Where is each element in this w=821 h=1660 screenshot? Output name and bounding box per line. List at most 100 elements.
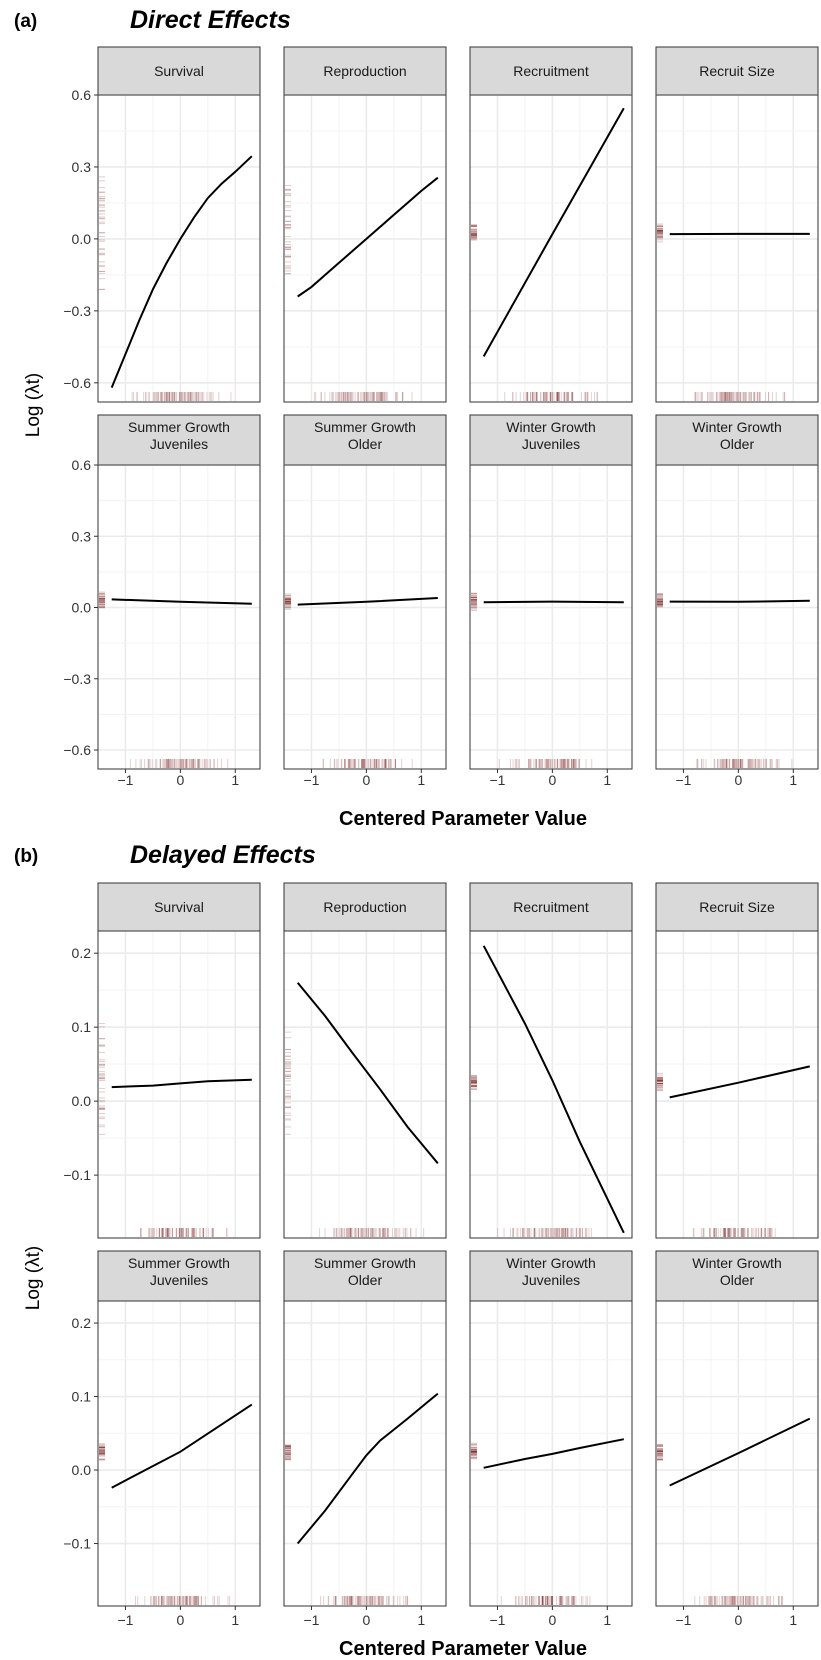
series-line — [669, 1417, 811, 1487]
facet-strip-label: Winter Growth — [692, 419, 781, 435]
series-line — [297, 176, 439, 298]
facet-strip — [97, 414, 261, 466]
facet-strip — [655, 46, 819, 96]
series-line — [482, 945, 625, 1234]
x-tick-label: 1 — [417, 1612, 425, 1628]
rug-marks — [99, 1023, 228, 1237]
facet-strip-label: Winter Growth — [506, 419, 595, 435]
panel-label-a: (a) — [14, 11, 37, 32]
panel-border — [655, 1300, 819, 1607]
facet-strip-label: Older — [720, 1272, 755, 1288]
series-line — [111, 598, 252, 605]
y-tick-label: 0.3 — [72, 528, 92, 544]
rug-marks — [657, 593, 793, 768]
facet-panel: Recruit Size — [655, 882, 819, 1239]
x-tick-label: −1 — [675, 772, 691, 788]
x-tick-label: 0 — [548, 772, 556, 788]
facet-strip-label: Recruitment — [513, 63, 589, 79]
facet-strip — [469, 882, 633, 932]
x-tick-label: 1 — [603, 1612, 611, 1628]
rug-marks — [471, 1075, 593, 1237]
x-tick-label: −1 — [675, 1612, 691, 1628]
y-tick-label: −0.1 — [63, 1536, 91, 1552]
series-line — [483, 600, 624, 604]
facet-strip-label: Summer Growth — [314, 1255, 416, 1271]
panel-border — [655, 464, 819, 770]
y-tick-label: −0.6 — [63, 375, 91, 391]
facet-strip-label: Older — [720, 436, 755, 452]
x-tick-label: −1 — [117, 772, 133, 788]
facet-strip — [655, 882, 819, 932]
facet-strip-label: Juveniles — [150, 1272, 208, 1288]
series-line — [297, 597, 438, 606]
y-tick-label: 0.1 — [72, 1389, 92, 1405]
facet-strip — [97, 882, 261, 932]
panel-label-b: (b) — [14, 846, 38, 867]
y-tick-label: −0.1 — [63, 1167, 91, 1183]
panel-border — [97, 464, 261, 770]
facet-panel: Recruitment — [469, 882, 633, 1239]
panel-border — [469, 930, 633, 1239]
facet-strip-label: Older — [348, 1272, 383, 1288]
x-tick-label: 1 — [603, 772, 611, 788]
facet-strip — [469, 46, 633, 96]
facet-strip-label: Summer Growth — [314, 419, 416, 435]
facet-strip-label: Summer Growth — [128, 1255, 230, 1271]
y-tick-label: 0.3 — [72, 159, 92, 175]
rug-marks — [99, 176, 232, 401]
facet-strip-label: Recruit Size — [699, 899, 775, 915]
series-line — [482, 107, 625, 357]
facet-strip-label: Recruit Size — [699, 63, 775, 79]
rug-marks — [657, 1444, 783, 1605]
facet-strip — [97, 1250, 261, 1302]
x-tick-label: 1 — [231, 1612, 239, 1628]
x-tick-label: −1 — [489, 772, 505, 788]
x-tick-label: 1 — [789, 772, 797, 788]
y-tick-label: 0.0 — [72, 1462, 92, 1478]
facet-strip-label: Reproduction — [323, 899, 406, 915]
facet-strip-label: Juveniles — [522, 436, 580, 452]
facet-panel: Recruitment — [469, 46, 633, 403]
y-tick-label: 0.1 — [72, 1019, 92, 1035]
facet-strip — [655, 1250, 819, 1302]
series-line — [110, 155, 253, 388]
x-tick-label: −1 — [303, 772, 319, 788]
x-tick-label: 1 — [417, 772, 425, 788]
facet-strip-label: Recruitment — [513, 899, 589, 915]
y-tick-label: 0.2 — [72, 1315, 92, 1331]
x-tick-label: −1 — [303, 1612, 319, 1628]
facet-strip — [97, 46, 261, 96]
x-tick-label: −1 — [117, 1612, 133, 1628]
y-tick-label: −0.3 — [63, 671, 91, 687]
rug-marks — [657, 223, 786, 401]
y-tick-label: 0.2 — [72, 945, 92, 961]
panel-border — [97, 930, 261, 1239]
series-line — [111, 1403, 253, 1489]
x-axis-title-a: Centered Parameter Value — [339, 808, 587, 830]
x-tick-label: 0 — [548, 1612, 556, 1628]
facet-strip-label: Survival — [154, 899, 204, 915]
x-tick-label: −1 — [489, 1612, 505, 1628]
panel-border — [655, 930, 819, 1239]
y-axis-title-a-top: Log (λt) — [23, 373, 44, 437]
facet-strip-label: Winter Growth — [692, 1255, 781, 1271]
facet-panel: Reproduction — [283, 882, 447, 1239]
facet-strip-label: Summer Growth — [128, 419, 230, 435]
series-line — [669, 599, 810, 603]
x-axis-title-b: Centered Parameter Value — [339, 1638, 587, 1660]
x-tick-label: 0 — [176, 772, 184, 788]
panel-border — [469, 1300, 633, 1607]
facet-grid: Survival 0.6 0.3 0.0 −0.3 −0.6 Reproduction Rec… — [63, 46, 819, 1628]
series-line — [296, 1392, 439, 1545]
x-tick-label: 0 — [734, 1612, 742, 1628]
panel-border — [655, 94, 819, 403]
y-tick-label: 0.0 — [72, 1093, 92, 1109]
